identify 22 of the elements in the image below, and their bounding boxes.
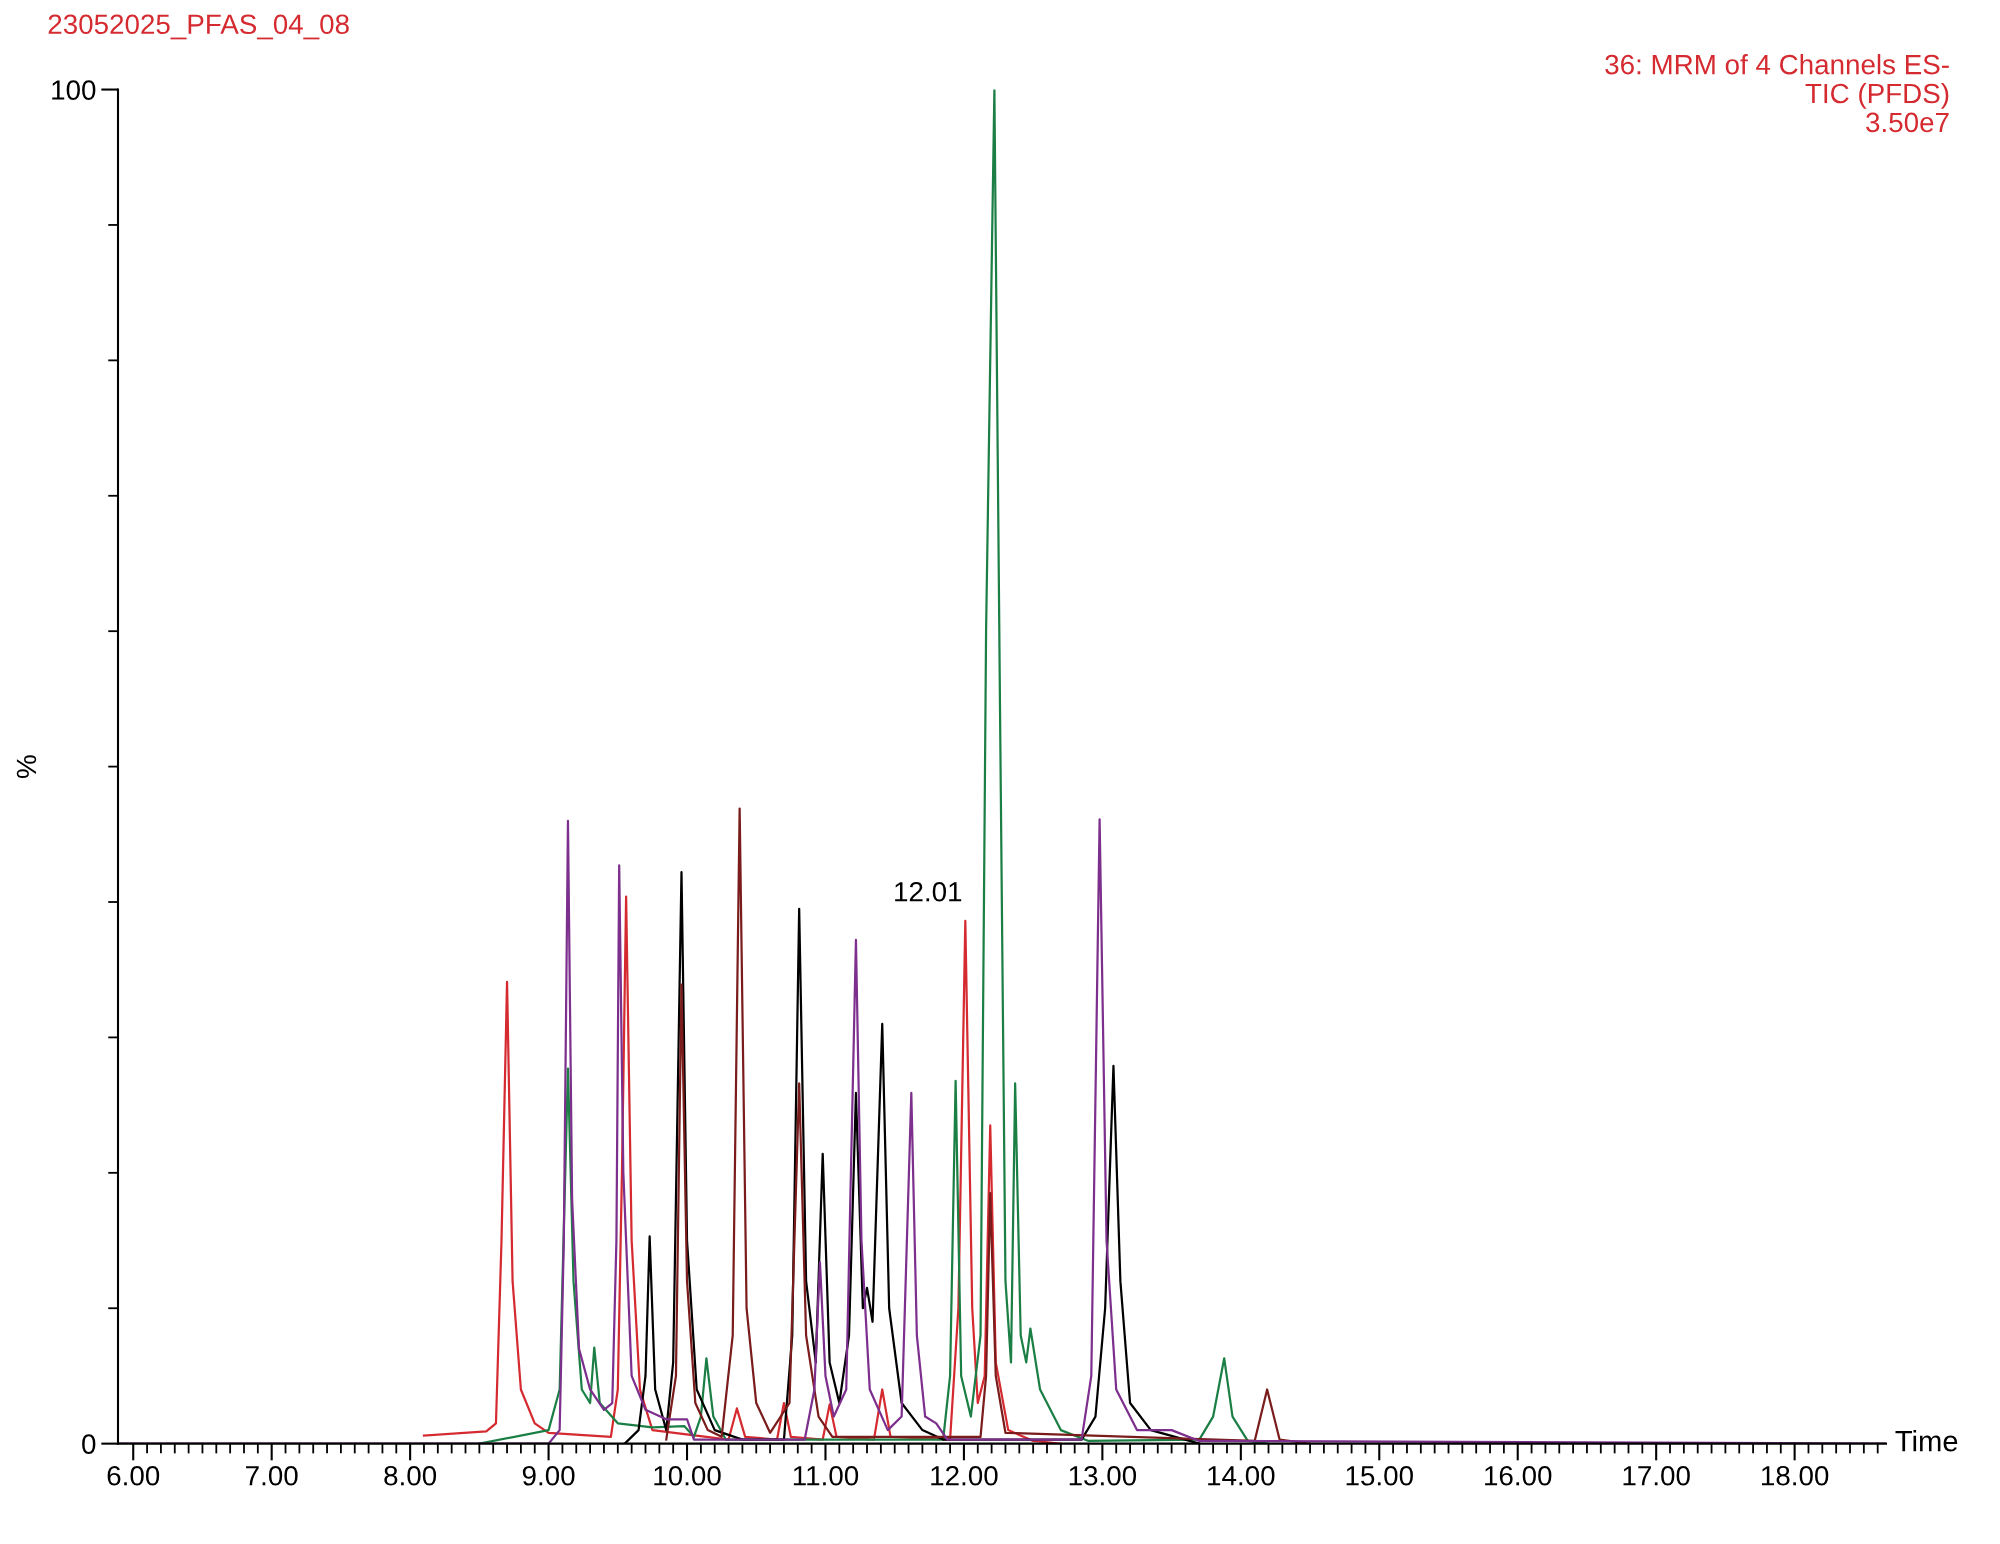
y-tick-label: 0 xyxy=(82,1434,96,1454)
x-tick-label: 14.00 xyxy=(1208,1465,1275,1486)
x-tick-label: 9.00 xyxy=(522,1465,575,1486)
x-tick-label: 10.00 xyxy=(654,1465,721,1486)
chart-title: 23052025_PFAS_04_08 xyxy=(48,14,349,40)
x-tick-label: 6.00 xyxy=(107,1465,160,1486)
y-tick-label: 100 xyxy=(52,80,96,100)
x-tick-label: 12.00 xyxy=(931,1465,998,1486)
x-tick-label: 11.00 xyxy=(793,1465,859,1486)
y-axis-title: % xyxy=(16,755,37,778)
x-tick-label: 13.00 xyxy=(1069,1465,1137,1486)
annotation: 36: MRM of 4 Channels ES- TIC (PFDS) 3.50e7 xyxy=(1605,54,1949,133)
x-axis-title: Time xyxy=(1895,1430,1958,1452)
x-tick-label: 7.00 xyxy=(246,1465,298,1486)
line-series xyxy=(665,807,1312,1444)
line-series xyxy=(478,89,1270,1444)
x-tick-label: 8.00 xyxy=(384,1465,437,1486)
x-tick-label: 15.00 xyxy=(1346,1465,1413,1486)
x-tick-label: 17.00 xyxy=(1623,1465,1690,1486)
annotation: 12.01 xyxy=(895,881,962,902)
x-tick-label: 18.00 xyxy=(1761,1465,1829,1486)
x-tick-label: 16.00 xyxy=(1485,1465,1552,1486)
